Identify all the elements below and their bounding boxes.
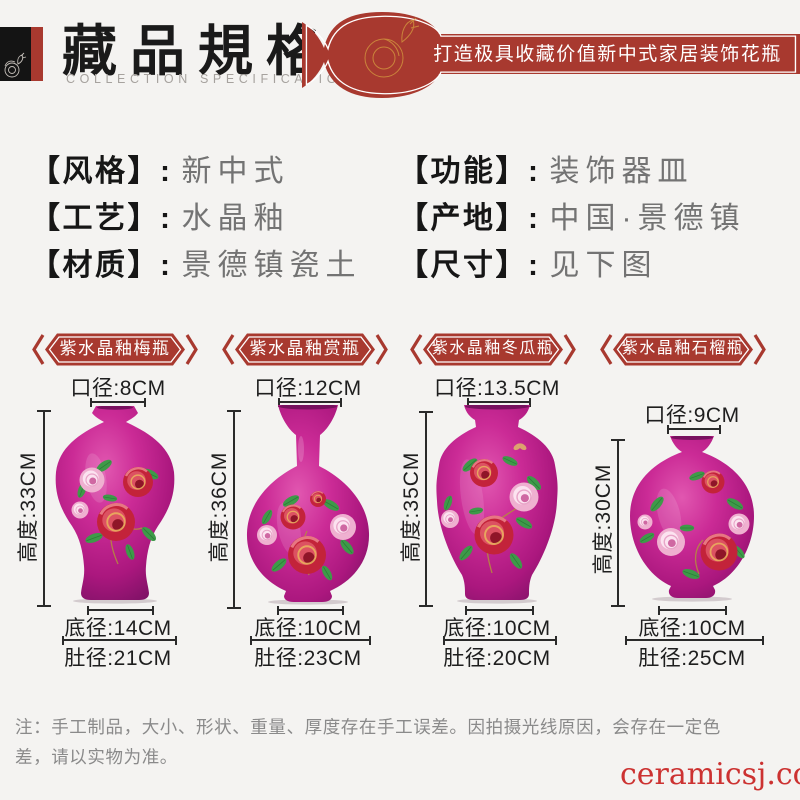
height-measure-line bbox=[37, 410, 51, 607]
belly-measure-label: 肚径:21CM bbox=[64, 647, 172, 670]
peony-sketch-icon bbox=[4, 52, 27, 78]
height-measure-line bbox=[419, 411, 433, 607]
mouth-measure-label: 口径:13.5CM bbox=[434, 377, 560, 400]
spec-row-craft: 【工艺】: 水晶釉 bbox=[30, 193, 290, 237]
height-measure-label: 高度:30CM bbox=[592, 463, 615, 575]
vase-name: 紫水晶釉冬瓜瓶 bbox=[431, 340, 555, 357]
butterfly-icon bbox=[513, 443, 527, 451]
spec-value: 新中式 bbox=[181, 155, 290, 188]
page-subtitle-en: COLLECTION SPECIFICATION bbox=[66, 72, 355, 86]
mouth-measure-line bbox=[467, 398, 531, 407]
belly-measure-line bbox=[443, 636, 557, 645]
belly-measure-line bbox=[625, 636, 764, 645]
spec-label: 【材质】: bbox=[30, 249, 173, 282]
spec-row-origin: 【产地】: 中国·景德镇 bbox=[398, 193, 746, 237]
belly-measure-line bbox=[62, 636, 177, 645]
spec-value: 水晶釉 bbox=[181, 202, 290, 235]
height-measure-line bbox=[611, 439, 625, 607]
base-measure-label: 底径:14CM bbox=[64, 617, 172, 640]
vase-name: 紫水晶釉赏瓶 bbox=[249, 339, 361, 358]
vase-image-shangping bbox=[246, 405, 370, 605]
gold-flower-icon bbox=[364, 17, 420, 78]
height-measure-label: 高度:35CM bbox=[400, 451, 423, 563]
spec-label: 【产地】: bbox=[398, 202, 541, 235]
base-measure-label: 底径:10CM bbox=[254, 617, 362, 640]
header-tagline: 打造极具收藏价值新中式家居装饰花瓶 bbox=[433, 44, 782, 65]
logo-red-stripe bbox=[31, 27, 43, 81]
base-measure-line bbox=[658, 606, 727, 615]
mouth-measure-label: 口径:8CM bbox=[70, 377, 166, 400]
height-measure-label: 高度:36CM bbox=[208, 451, 231, 563]
height-measure-label: 高度:33CM bbox=[17, 451, 40, 563]
spec-value: 见下图 bbox=[549, 249, 658, 282]
vase-name: 紫水晶釉石榴瓶 bbox=[621, 340, 745, 357]
belly-measure-line bbox=[250, 636, 371, 645]
vase-image-meiping bbox=[55, 406, 175, 604]
mouth-measure-label: 口径:12CM bbox=[254, 377, 362, 400]
spec-label: 【工艺】: bbox=[30, 202, 173, 235]
logo-block bbox=[0, 27, 31, 81]
mouth-measure-line bbox=[90, 398, 146, 407]
base-measure-line bbox=[465, 606, 534, 615]
base-measure-line bbox=[87, 606, 154, 615]
mouth-measure-label: 口径:9CM bbox=[644, 404, 740, 427]
spec-row-material: 【材质】: 景德镇瓷土 bbox=[30, 240, 362, 284]
mouth-measure-line bbox=[278, 398, 342, 407]
spec-value: 景德镇瓷土 bbox=[181, 249, 362, 282]
spec-label: 【尺寸】: bbox=[398, 249, 541, 282]
height-measure-line bbox=[227, 410, 241, 609]
spec-label: 【风格】: bbox=[30, 155, 173, 188]
spec-label: 【功能】: bbox=[398, 155, 541, 188]
base-measure-label: 底径:10CM bbox=[443, 617, 551, 640]
note-text-line1: 注：手工制品，大小、形状、重量、厚度存在手工误差。因拍摄光线原因，会存在一定色 bbox=[15, 717, 721, 737]
spec-row-size: 【尺寸】: 见下图 bbox=[398, 240, 658, 284]
note-text-line2: 差，请以实物为准。 bbox=[15, 747, 178, 767]
vase-image-donggua bbox=[436, 405, 558, 604]
spec-value: 装饰器皿 bbox=[549, 155, 694, 188]
spec-value: 中国·景德镇 bbox=[549, 202, 746, 235]
spec-row-style: 【风格】: 新中式 bbox=[30, 146, 290, 190]
base-measure-line bbox=[277, 606, 344, 615]
vase-name: 紫水晶釉梅瓶 bbox=[59, 339, 171, 358]
vase-ribbon-banner bbox=[302, 12, 800, 98]
mouth-measure-line bbox=[667, 425, 721, 434]
spec-row-function: 【功能】: 装饰器皿 bbox=[398, 146, 694, 190]
base-measure-label: 底径:10CM bbox=[638, 617, 746, 640]
belly-measure-label: 肚径:25CM bbox=[638, 647, 746, 670]
belly-measure-label: 肚径:20CM bbox=[443, 647, 551, 670]
watermark: ceramicsj.com bbox=[620, 757, 800, 792]
belly-measure-label: 肚径:23CM bbox=[254, 647, 362, 670]
page-title: 藏品規格 bbox=[62, 18, 335, 83]
vase-image-shiliu bbox=[630, 436, 754, 602]
